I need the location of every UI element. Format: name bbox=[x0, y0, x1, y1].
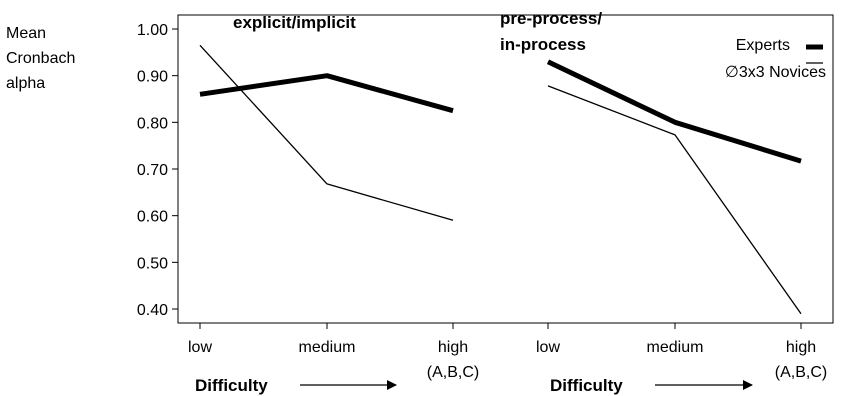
y-tick-label: 0.60 bbox=[137, 209, 168, 226]
novices-line-panel-1 bbox=[199, 44, 454, 221]
y-axis-label-line: Mean bbox=[6, 25, 46, 42]
x-axis-title: Difficulty bbox=[550, 376, 623, 395]
y-tick-label: 0.90 bbox=[137, 69, 168, 86]
panel-title-explicit-implicit: explicit/implicit bbox=[233, 13, 356, 32]
x-tick-label: low bbox=[188, 339, 212, 356]
panel-title: explicit/implicit bbox=[233, 13, 356, 32]
y-axis-label-line: alpha bbox=[6, 75, 45, 92]
experts-line-panel-1 bbox=[199, 73, 454, 114]
novices-line-panel-2 bbox=[547, 85, 802, 315]
x-tick-sublabel: (A,B,C) bbox=[427, 364, 479, 381]
panel-title-line: in-process bbox=[500, 35, 586, 54]
x-tick-label: medium bbox=[299, 339, 356, 356]
x-tick-label: medium bbox=[647, 339, 704, 356]
y-axis: 1.00 0.90 0.80 0.70 0.60 0.50 0.40 bbox=[137, 22, 178, 319]
y-tick-label: 1.00 bbox=[137, 22, 168, 39]
experts-line-panel-2 bbox=[546, 59, 802, 164]
y-tick-label: 0.70 bbox=[137, 162, 168, 179]
panel-title-pre-process: pre-process/ in-process bbox=[500, 9, 602, 54]
y-tick-label: 0.50 bbox=[137, 255, 168, 272]
legend: Experts ∅3x3 Novices bbox=[725, 37, 826, 81]
y-tick-label: 0.40 bbox=[137, 302, 168, 319]
legend-label-novices: ∅3x3 Novices bbox=[725, 64, 826, 81]
x-axis-title-right: Difficulty bbox=[550, 376, 753, 395]
x-tick-label: low bbox=[536, 339, 560, 356]
legend-label-experts: Experts bbox=[736, 37, 790, 54]
y-tick-label: 0.80 bbox=[137, 115, 168, 132]
x-axis: low medium high (A,B,C) low medium high (A,B,C) bbox=[188, 323, 827, 381]
x-axis-title: Difficulty bbox=[195, 376, 268, 395]
x-tick-label: high bbox=[786, 339, 816, 356]
series-layer bbox=[199, 44, 802, 315]
panel-title-line: pre-process/ bbox=[500, 9, 602, 28]
plot-frame bbox=[177, 14, 834, 324]
x-axis-title-left: Difficulty bbox=[195, 376, 397, 395]
x-tick-label: high bbox=[438, 339, 468, 356]
y-axis-label-line: Cronbach bbox=[6, 50, 75, 67]
y-axis-label: Mean Cronbach alpha bbox=[6, 25, 75, 92]
x-tick-sublabel: (A,B,C) bbox=[775, 364, 827, 381]
